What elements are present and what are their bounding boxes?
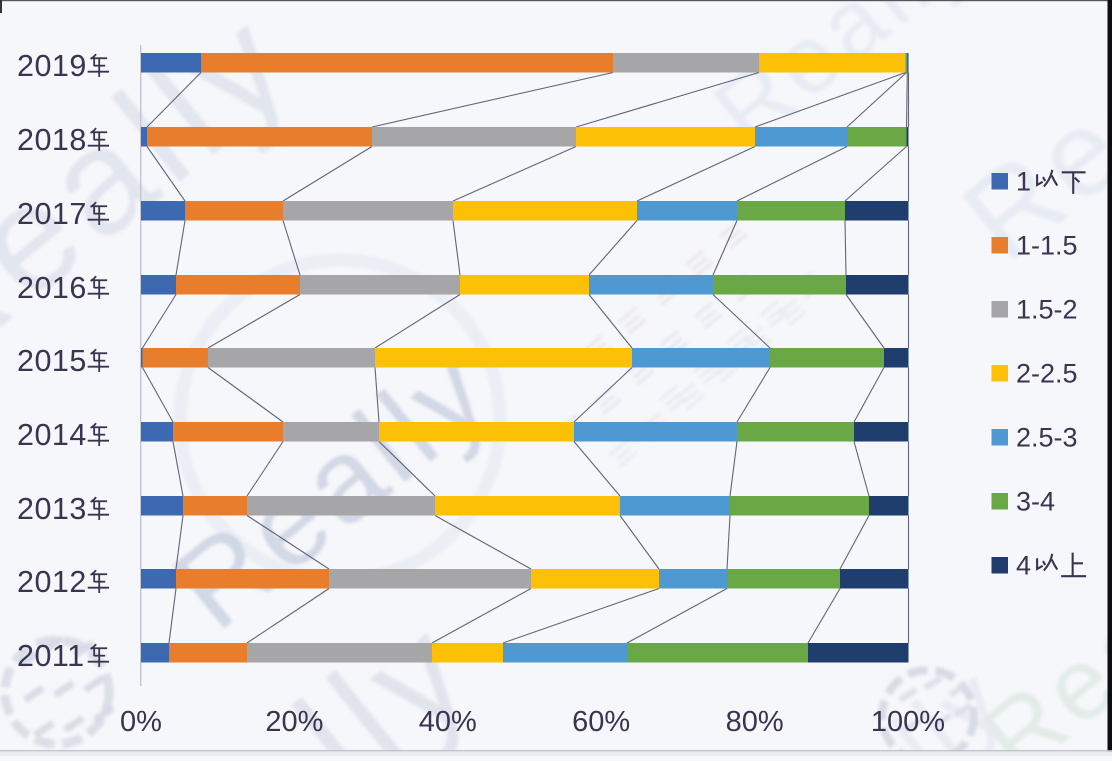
- svg-text:0%: 0%: [120, 706, 162, 738]
- svg-text:2019: 2019: [17, 49, 87, 83]
- svg-text:2011: 2011: [17, 639, 85, 673]
- svg-text:20%: 20%: [265, 706, 323, 738]
- svg-text:1.5-2: 1.5-2: [1016, 295, 1078, 325]
- svg-text:2017: 2017: [17, 197, 87, 231]
- svg-text:100%: 100%: [871, 706, 945, 738]
- svg-text:40%: 40%: [419, 706, 477, 738]
- svg-text:2.5-3: 2.5-3: [1016, 423, 1078, 453]
- svg-text:80%: 80%: [726, 706, 784, 738]
- svg-text:4: 4: [1016, 551, 1031, 581]
- svg-text:2012: 2012: [17, 565, 87, 599]
- svg-text:60%: 60%: [572, 706, 630, 738]
- svg-text:2018: 2018: [17, 123, 87, 157]
- svg-text:2015: 2015: [17, 344, 87, 378]
- svg-text:2014: 2014: [17, 418, 87, 452]
- svg-text:1: 1: [1016, 167, 1031, 197]
- svg-text:1-1.5: 1-1.5: [1016, 231, 1078, 261]
- svg-text:2-2.5: 2-2.5: [1016, 359, 1078, 389]
- svg-text:3-4: 3-4: [1016, 487, 1055, 517]
- svg-text:2016: 2016: [17, 271, 87, 305]
- svg-text:2013: 2013: [17, 492, 87, 526]
